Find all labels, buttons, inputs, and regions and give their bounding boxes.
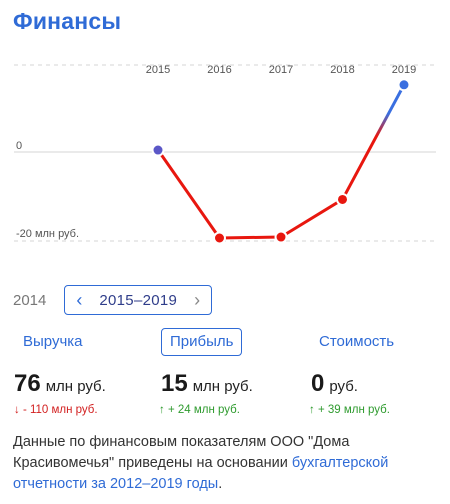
- data-point: [397, 78, 411, 92]
- metric-revenue-value: 76: [14, 370, 41, 397]
- data-point: [213, 231, 226, 245]
- series-segment: [341, 83, 406, 201]
- chevron-right-icon[interactable]: ›: [194, 289, 201, 310]
- metric-revenue-unit: млн руб.: [45, 378, 106, 395]
- metric-profit: 15 млн руб.: [161, 370, 253, 398]
- metric-tabs: Выручка Прибыль Стоимость: [0, 328, 450, 358]
- x-tick-label: 2017: [269, 64, 293, 76]
- x-tick-label: 2018: [330, 64, 354, 76]
- metric-revenue-delta: ↓ - 110 млн руб.: [14, 404, 98, 416]
- series-segment: [156, 148, 221, 240]
- data-point: [151, 143, 165, 157]
- metric-value-value: 0: [311, 370, 325, 397]
- x-tick-label: 2016: [207, 64, 231, 76]
- metric-value-delta: ↑ + 39 млн руб.: [309, 404, 390, 416]
- metric-profit-delta: ↑ + 24 млн руб.: [159, 404, 240, 416]
- data-point: [336, 192, 349, 206]
- tab-revenue[interactable]: Выручка: [23, 333, 83, 350]
- metric-value-unit: руб.: [329, 378, 358, 395]
- chart-svg: 2015 2016 2017 2018 2019 0 -20 млн руб.: [14, 64, 436, 245]
- metric-value: 0 руб.: [311, 370, 358, 398]
- financial-note: Данные по финансовым показателям ООО "До…: [13, 432, 443, 495]
- report-link[interactable]: бухгалтерской отчетности за 2012–2019 го…: [13, 455, 389, 492]
- metric-revenue: 76 млн руб.: [14, 370, 106, 398]
- data-point: [274, 230, 288, 244]
- note-end: .: [218, 476, 223, 492]
- metric-profit-value: 15: [161, 370, 188, 397]
- x-tick-label: 2015: [146, 64, 170, 76]
- period-current-label: 2015–2019: [99, 291, 178, 309]
- metric-profit-unit: млн руб.: [192, 378, 253, 395]
- period-selector: 2014 ‹ 2015–2019 ›: [13, 284, 213, 316]
- chevron-left-icon[interactable]: ‹: [76, 289, 83, 310]
- y-tick-label: -20 млн руб.: [16, 228, 79, 240]
- profit-line-chart: 2015 2016 2017 2018 2019 0 -20 млн руб.: [0, 48, 450, 270]
- series-segment: [218, 235, 283, 240]
- y-tick-label: 0: [16, 140, 22, 152]
- note-text: Данные по финансовым показателям ООО "До…: [13, 434, 350, 471]
- series-segment: [279, 197, 344, 239]
- period-current-box: ‹ 2015–2019 ›: [64, 285, 213, 315]
- period-previous[interactable]: 2014: [13, 291, 47, 309]
- tab-value[interactable]: Стоимость: [319, 333, 395, 350]
- x-tick-label: 2019: [392, 64, 416, 76]
- tab-profit[interactable]: Прибыль: [161, 328, 243, 356]
- section-title: Финансы: [13, 8, 122, 34]
